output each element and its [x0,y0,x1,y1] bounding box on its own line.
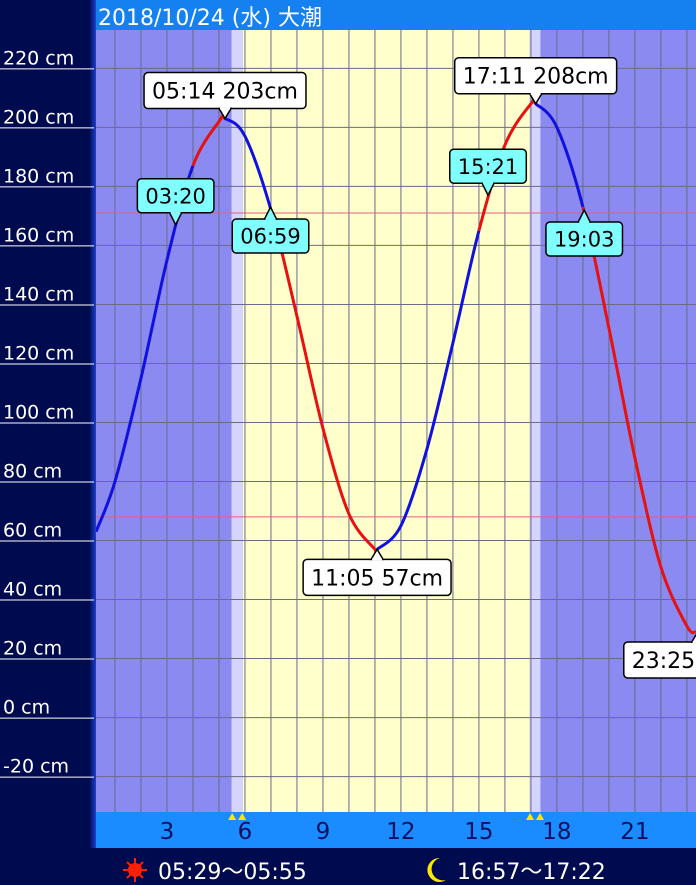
annotation-layer: 05:14 203cm 11:05 57cm 17:11 208cm 23:25 29… [136,57,696,679]
moon-icon [427,857,446,882]
callout: 05:14 203cm [143,71,307,120]
tide-line [581,206,696,635]
x-axis-bar [96,812,696,848]
sun-times: 05:29〜05:55 [158,860,307,885]
twilight-band [529,30,541,812]
callout-label: 23:25 29cm [632,649,696,674]
y-tick-label: 60 cm [3,520,62,542]
twilight-marker [228,813,247,820]
callout: 15:21 [449,148,528,197]
sun-icon [123,858,147,882]
tide-line [224,117,273,211]
tide-line [534,102,585,208]
moon-times: 16:57〜17:22 [457,860,606,885]
callout-label: 19:03 [554,228,615,252]
callout-label: 17:11 208cm [463,65,609,90]
y-axis-panel [0,0,96,848]
x-tick-label: 6 [238,819,253,845]
x-tick-label: 3 [160,819,175,845]
y-tick-label: 120 cm [3,342,74,364]
twilight-band [231,30,243,812]
callout: 23:25 29cm [623,633,696,679]
y-tick-label: 100 cm [3,401,74,423]
x-tick-label: 15 [464,819,493,845]
callout-label: 03:20 [145,184,206,208]
y-tick-label: 80 cm [3,460,62,482]
y-tick-label: 200 cm [3,106,74,128]
x-tick-label: 18 [542,819,571,845]
chart-title: 2018/10/24 (水) 大潮 [98,6,322,31]
callout: 03:20 [136,178,215,227]
y-tick-label: 140 cm [3,283,74,305]
tide-line [96,165,195,533]
x-tick-label: 21 [620,819,649,845]
y-tick-label: -20 cm [3,756,69,778]
twilight-marker [526,813,545,820]
callout: 06:59 [231,205,310,254]
x-tick-label: 12 [386,819,415,845]
callout: 17:11 208cm [453,57,618,106]
tide-line [191,114,226,167]
tide-line [376,230,481,551]
bottom-strip [0,848,696,885]
y-tick-label: 180 cm [3,165,74,187]
tide-line [269,209,379,555]
y-tick-label: 160 cm [3,224,74,246]
callout: 19:03 [545,208,624,257]
y-tick-label: 20 cm [3,638,62,660]
daylight-band [242,30,530,812]
callout-label: 06:59 [240,225,301,249]
x-tick-label: 9 [316,819,331,845]
callout: 11:05 57cm [302,547,452,597]
y-tick-label: 220 cm [3,47,74,69]
callout-label: 15:21 [458,155,519,179]
callout-pointer [690,633,696,643]
callout-box [623,641,696,679]
title-bar [96,0,696,30]
y-tick-label: 40 cm [3,579,62,601]
callout-label: 11:05 57cm [311,566,443,591]
callout-label: 05:14 203cm [152,79,298,104]
y-tick-label: 0 cm [3,697,50,719]
